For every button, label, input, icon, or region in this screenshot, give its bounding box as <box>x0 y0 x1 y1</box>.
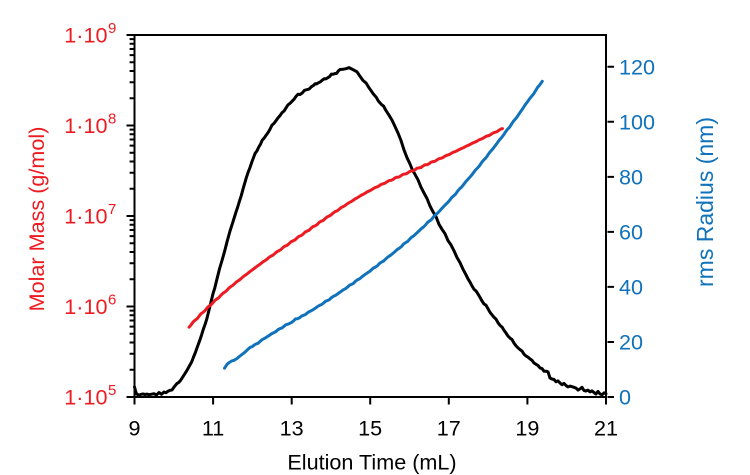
svg-text:Molar Mass (g/mol): Molar Mass (g/mol) <box>24 127 49 312</box>
svg-text:1·10: 1·10 <box>64 113 107 138</box>
svg-text:20: 20 <box>619 330 643 355</box>
svg-text:1·10: 1·10 <box>64 204 107 229</box>
svg-text:15: 15 <box>358 416 382 441</box>
svg-text:rms Radius (nm): rms Radius (nm) <box>692 117 718 287</box>
svg-text:21: 21 <box>594 416 618 441</box>
svg-text:6: 6 <box>108 292 116 309</box>
svg-text:8: 8 <box>108 111 116 128</box>
svg-text:100: 100 <box>619 109 655 134</box>
svg-text:40: 40 <box>619 275 643 300</box>
svg-text:19: 19 <box>515 416 539 441</box>
svg-text:80: 80 <box>619 165 643 190</box>
svg-text:17: 17 <box>437 416 461 441</box>
svg-text:9: 9 <box>108 20 116 37</box>
svg-text:120: 120 <box>619 54 655 79</box>
svg-text:7: 7 <box>108 201 116 218</box>
svg-text:60: 60 <box>619 220 643 245</box>
svg-text:1·10: 1·10 <box>64 385 107 410</box>
svg-text:0: 0 <box>619 385 631 410</box>
svg-text:1·10: 1·10 <box>64 23 107 48</box>
svg-text:Elution Time (mL): Elution Time (mL) <box>287 450 456 475</box>
svg-text:13: 13 <box>280 416 304 441</box>
svg-text:1·10: 1·10 <box>64 294 107 319</box>
svg-text:9: 9 <box>128 416 140 441</box>
svg-text:5: 5 <box>108 382 116 399</box>
svg-text:11: 11 <box>202 416 224 441</box>
